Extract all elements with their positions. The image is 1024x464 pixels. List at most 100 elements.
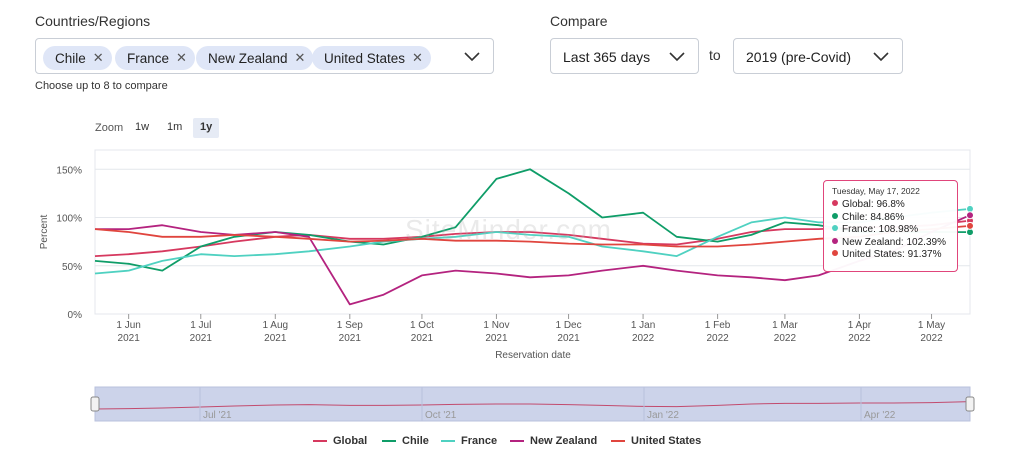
series-line-global bbox=[94, 219, 971, 257]
legend-label: United States bbox=[631, 435, 702, 447]
navigator-label: Apr '22 bbox=[864, 410, 896, 421]
x-tick-year: 2021 bbox=[557, 333, 580, 344]
x-tick-year: 2021 bbox=[118, 333, 141, 344]
chevron-down-icon[interactable] bbox=[464, 52, 480, 62]
chip-france[interactable]: France ✕ bbox=[115, 46, 195, 70]
chip-label: United States bbox=[324, 50, 406, 66]
tooltip-row-chile: Chile: 84.86% bbox=[832, 212, 949, 225]
tooltip-text: United States: 91.37% bbox=[842, 249, 942, 261]
x-tick-label: 1 Nov bbox=[483, 320, 509, 331]
x-tick-year: 2022 bbox=[774, 333, 797, 344]
tooltip-row-new-zealand: New Zealand: 102.39% bbox=[832, 237, 949, 250]
x-tick-label: 1 Jun bbox=[116, 320, 140, 331]
x-tick-label: 1 Feb bbox=[705, 320, 731, 331]
x-axis-title: Reservation date bbox=[495, 350, 571, 361]
tooltip-row-global: Global: 96.8% bbox=[832, 199, 949, 212]
series-dot bbox=[832, 200, 838, 206]
chip-united-states[interactable]: United States ✕ bbox=[312, 46, 431, 70]
remove-united-states-icon[interactable]: ✕ bbox=[412, 50, 423, 65]
series-dot bbox=[832, 212, 838, 219]
navigator-handle-left[interactable] bbox=[90, 396, 100, 412]
chevron-down-icon bbox=[873, 52, 889, 62]
y-tick-label: 100% bbox=[56, 214, 82, 225]
x-tick-label: 1 Apr bbox=[848, 320, 872, 331]
chevron-down-icon bbox=[669, 52, 685, 62]
x-tick-label: 1 Dec bbox=[555, 320, 581, 331]
x-tick-year: 2021 bbox=[190, 333, 213, 344]
y-tick-label: 50% bbox=[62, 262, 82, 273]
watermark: SiteMinder.com bbox=[405, 214, 612, 245]
x-tick-label: 1 May bbox=[918, 320, 945, 331]
tooltip-text: Global: 96.8% bbox=[842, 199, 905, 210]
y-tick-label: 150% bbox=[56, 165, 82, 176]
chip-label: New Zealand bbox=[208, 50, 288, 66]
x-tick-year: 2021 bbox=[339, 333, 362, 344]
navigator-line bbox=[94, 401, 971, 410]
data-tooltip: Tuesday, May 17, 2022 Global: 96.8% Chil… bbox=[823, 180, 958, 272]
x-tick-label: 1 Jan bbox=[631, 320, 655, 331]
tooltip-text: Chile: 84.86% bbox=[842, 211, 905, 223]
countries-select[interactable]: Chile ✕ France ✕ New Zealand ✕ United St… bbox=[35, 38, 494, 74]
legend-label: New Zealand bbox=[530, 435, 598, 447]
y-tick-label: 0% bbox=[68, 310, 83, 321]
remove-chile-icon[interactable]: ✕ bbox=[92, 50, 104, 65]
series-line-france bbox=[94, 208, 971, 275]
zoom-1w-button[interactable]: 1w bbox=[135, 121, 150, 133]
period-select[interactable]: Last 365 days bbox=[550, 38, 699, 74]
x-tick-label: 1 Jul bbox=[190, 320, 211, 331]
series-dot bbox=[832, 237, 838, 244]
series-point-united-states bbox=[966, 221, 974, 230]
baseline-value: 2019 (pre-Covid) bbox=[746, 49, 852, 65]
legend-item-france[interactable]: France bbox=[441, 435, 497, 447]
x-tick-year: 2022 bbox=[706, 333, 729, 344]
zoom-label: Zoom bbox=[95, 122, 124, 134]
legend-label: Global bbox=[333, 435, 368, 447]
navigator-range bbox=[94, 386, 971, 422]
x-tick-year: 2021 bbox=[411, 333, 434, 344]
legend-label: France bbox=[461, 435, 498, 447]
navigator-handle-right[interactable] bbox=[965, 396, 975, 412]
legend-item-chile[interactable]: Chile bbox=[382, 435, 429, 447]
series-line-chile bbox=[94, 168, 971, 272]
navigator-label: Jan '22 bbox=[647, 410, 679, 421]
series-dot bbox=[832, 225, 838, 232]
legend-item-united-states[interactable]: United States bbox=[611, 435, 701, 447]
tooltip-text: New Zealand: 102.39% bbox=[842, 236, 946, 248]
series-point-new-zealand bbox=[966, 211, 974, 220]
compare-hint: Choose up to 8 to compare bbox=[35, 80, 168, 92]
period-value: Last 365 days bbox=[563, 49, 651, 65]
x-tick-year: 2022 bbox=[920, 333, 943, 344]
chip-label: France bbox=[127, 50, 170, 66]
x-tick-label: 1 Sep bbox=[337, 320, 364, 331]
baseline-select[interactable]: 2019 (pre-Covid) bbox=[733, 38, 903, 74]
series-dot bbox=[832, 250, 838, 257]
zoom-1m-button[interactable]: 1m bbox=[167, 121, 183, 133]
to-label: to bbox=[709, 47, 721, 63]
navigator-label: Oct '21 bbox=[425, 410, 457, 421]
tooltip-title: Tuesday, May 17, 2022 bbox=[832, 186, 920, 196]
navigator-label: Jul '21 bbox=[203, 410, 232, 421]
legend-label: Chile bbox=[402, 435, 429, 447]
compare-label: Compare bbox=[550, 13, 608, 29]
y-axis-title: Percent bbox=[39, 215, 50, 250]
x-tick-year: 2021 bbox=[485, 333, 508, 344]
chip-label: Chile bbox=[55, 50, 86, 66]
chart-legend: Global Chile France New Zealand United S… bbox=[0, 435, 1024, 451]
chip-chile[interactable]: Chile ✕ bbox=[43, 46, 112, 70]
tooltip-row-france: France: 108.98% bbox=[832, 224, 949, 237]
series-line-united-states bbox=[94, 225, 971, 248]
x-tick-year: 2021 bbox=[264, 333, 287, 344]
x-tick-year: 2022 bbox=[848, 333, 871, 344]
remove-france-icon[interactable]: ✕ bbox=[176, 50, 187, 65]
remove-new-zealand-icon[interactable]: ✕ bbox=[294, 50, 306, 65]
x-tick-label: 1 Aug bbox=[262, 320, 288, 331]
legend-item-global[interactable]: Global bbox=[313, 435, 367, 447]
tooltip-row-united-states: United States: 91.37% bbox=[832, 249, 949, 262]
zoom-1y-button[interactable]: 1y bbox=[193, 118, 220, 138]
legend-item-new-zealand[interactable]: New Zealand bbox=[510, 435, 597, 447]
countries-label: Countries/Regions bbox=[35, 13, 151, 29]
chip-new-zealand[interactable]: New Zealand ✕ bbox=[196, 46, 314, 70]
x-tick-year: 2022 bbox=[632, 333, 655, 344]
x-tick-label: 1 Mar bbox=[772, 320, 798, 331]
